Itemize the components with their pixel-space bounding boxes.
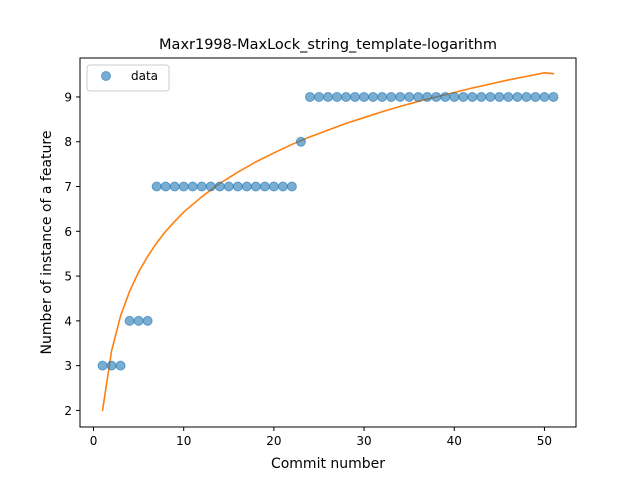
data-point [431, 91, 442, 102]
data-point [97, 360, 108, 371]
data-point [160, 181, 171, 192]
y-tick-label: 9 [64, 90, 72, 104]
data-point [115, 360, 126, 371]
legend: data [86, 64, 170, 92]
data-point [422, 91, 433, 102]
data-point [268, 181, 279, 192]
data-point [404, 91, 415, 102]
data-point [458, 91, 469, 102]
x-tick-label: 10 [176, 434, 191, 448]
fit-line [101, 71, 555, 412]
data-point [241, 181, 252, 192]
data-point [196, 181, 207, 192]
data-point [205, 181, 216, 192]
data-point [142, 315, 153, 326]
x-axis-ticks: 0 10 20 30 40 50 [90, 427, 552, 448]
data-points-layer [97, 91, 559, 371]
x-tick-label: 0 [90, 434, 98, 448]
data-point [503, 91, 514, 102]
chart-title: Maxr1998-MaxLock_string_template-logarit… [159, 37, 497, 53]
y-axis-ticks: 2 3 4 5 6 7 8 9 [64, 90, 80, 418]
y-tick-label: 2 [64, 404, 72, 418]
data-point [277, 181, 288, 192]
data-point [304, 91, 315, 102]
data-point [232, 181, 243, 192]
data-point [341, 91, 352, 102]
data-point [386, 91, 397, 102]
data-point [124, 315, 135, 326]
data-point [259, 181, 270, 192]
x-tick-label: 40 [447, 434, 462, 448]
data-point [530, 91, 541, 102]
data-point [313, 91, 324, 102]
data-point [521, 91, 532, 102]
y-tick-label: 3 [64, 359, 72, 373]
y-tick-label: 4 [64, 314, 72, 328]
data-point [449, 91, 460, 102]
data-point [169, 181, 180, 192]
data-point [295, 136, 306, 147]
data-point [485, 91, 496, 102]
data-point [250, 181, 261, 192]
data-point [133, 315, 144, 326]
fit-line-layer [101, 71, 555, 412]
data-point [286, 181, 297, 192]
legend-marker [101, 71, 111, 81]
data-point [512, 91, 523, 102]
data-point [395, 91, 406, 102]
data-point [332, 91, 343, 102]
data-point [377, 91, 388, 102]
data-point [187, 181, 198, 192]
data-point [413, 91, 424, 102]
data-point [350, 91, 361, 102]
plot-frame [79, 57, 577, 428]
y-tick-label: 6 [64, 225, 72, 239]
y-axis-label: Number of instance of a feature [39, 131, 55, 355]
plot-area [79, 57, 577, 428]
data-point [548, 91, 559, 102]
x-tick-label: 30 [356, 434, 371, 448]
data-point [494, 91, 505, 102]
y-tick-label: 8 [64, 135, 72, 149]
y-tick-label: 5 [64, 270, 72, 284]
data-point [368, 91, 379, 102]
legend-label-data: data [131, 69, 158, 83]
y-tick-label: 7 [64, 180, 72, 194]
data-point [539, 91, 550, 102]
data-point [106, 360, 117, 371]
data-point [151, 181, 162, 192]
data-point [467, 91, 478, 102]
data-point [223, 181, 234, 192]
data-point [323, 91, 333, 102]
data-point [359, 91, 370, 102]
data-point [178, 181, 189, 192]
x-tick-label: 20 [266, 434, 281, 448]
data-point [214, 181, 225, 192]
x-tick-label: 50 [537, 434, 552, 448]
data-point [476, 91, 487, 102]
data-point [440, 91, 451, 102]
x-axis-label: Commit number [271, 456, 385, 472]
